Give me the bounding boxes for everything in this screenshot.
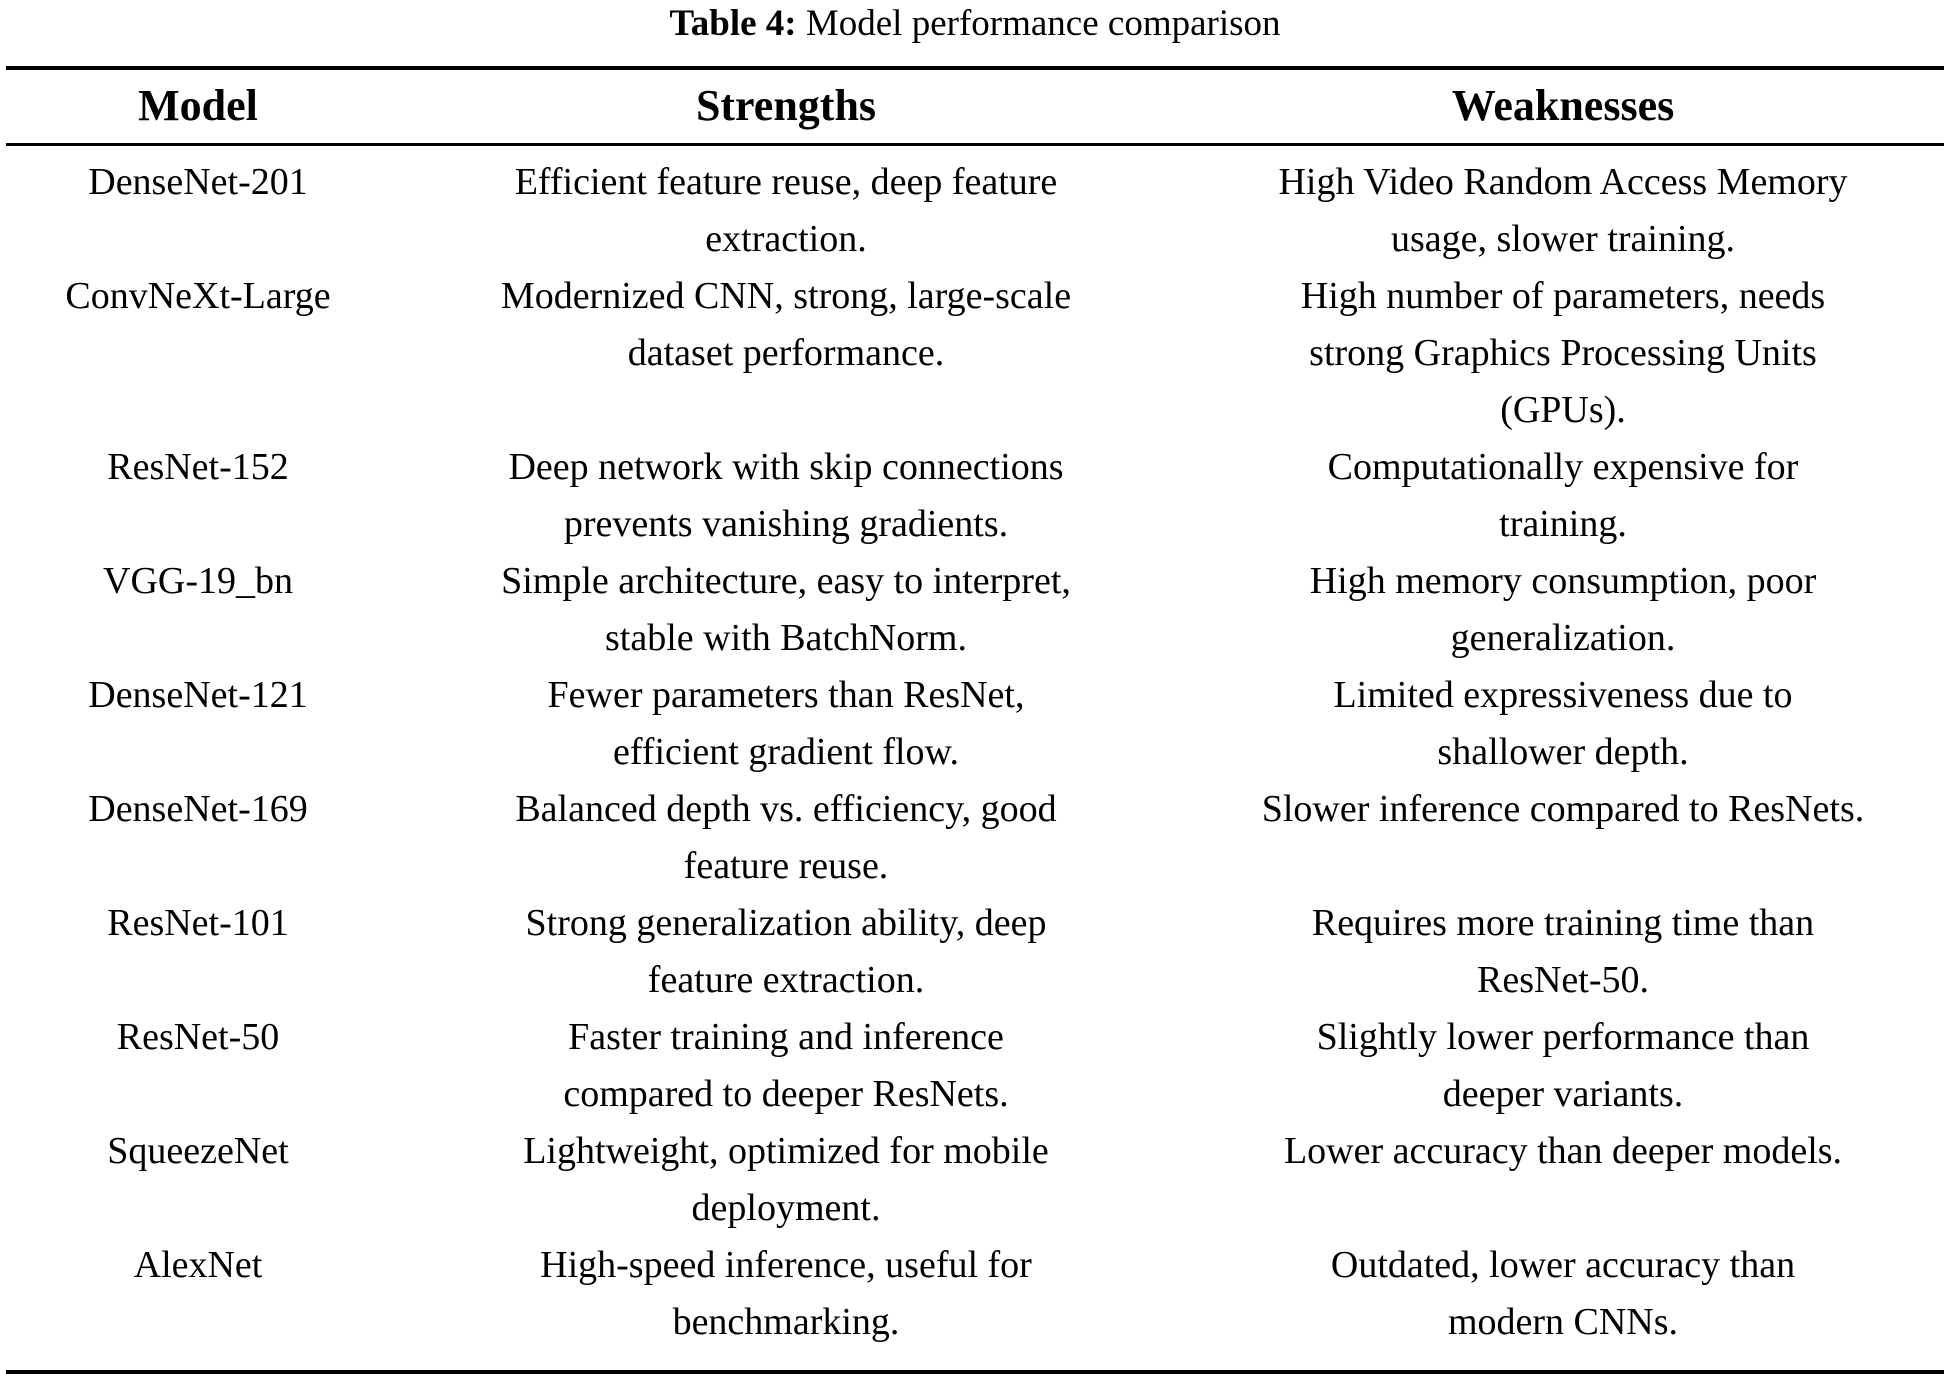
strengths-cell: Simple architecture, easy to interpret, …	[501, 560, 1071, 659]
weaknesses-cell: Computationally expensive for training.	[1327, 446, 1799, 545]
table-row: ConvNeXt-Large Modernized CNN, strong, l…	[6, 268, 1944, 439]
model-cell: ResNet-152	[107, 446, 289, 488]
strengths-cell: Deep network with skip connections preve…	[508, 446, 1064, 545]
model-comparison-table: Model Strengths Weaknesses DenseNet-201 …	[6, 66, 1944, 1374]
table-row: ResNet-50 Faster training and inference …	[6, 1009, 1944, 1123]
weaknesses-cell: Requires more training time than ResNet-…	[1311, 902, 1815, 1001]
table-row: DenseNet-121 Fewer parameters than ResNe…	[6, 667, 1944, 781]
model-cell: ResNet-50	[116, 1016, 280, 1058]
model-cell: ConvNeXt-Large	[65, 275, 331, 317]
table-row: ResNet-152 Deep network with skip connec…	[6, 439, 1944, 553]
weaknesses-cell: Limited expressiveness due to shallower …	[1333, 674, 1793, 773]
table-body: DenseNet-201 Efficient feature reuse, de…	[6, 145, 1944, 1373]
table-caption-label: Table 4:	[669, 3, 797, 44]
column-header-weaknesses: Weaknesses	[1451, 81, 1675, 130]
weaknesses-cell: Slightly lower performance than deeper v…	[1316, 1016, 1810, 1115]
strengths-cell: Strong generalization ability, deep feat…	[525, 902, 1047, 1001]
strengths-cell: Lightweight, optimized for mobile deploy…	[523, 1130, 1049, 1229]
column-header-model: Model	[138, 81, 258, 130]
table-row: VGG-19_bn Simple architecture, easy to i…	[6, 553, 1944, 667]
strengths-cell: Modernized CNN, strong, large-scale data…	[500, 275, 1072, 374]
weaknesses-cell: High memory consumption, poor generaliza…	[1309, 560, 1817, 659]
model-cell: VGG-19_bn	[103, 560, 293, 602]
model-cell: DenseNet-169	[88, 788, 308, 830]
model-cell: AlexNet	[133, 1244, 263, 1286]
weaknesses-cell: High Video Random Access Memory usage, s…	[1278, 161, 1848, 260]
table-row: ResNet-101 Strong generalization ability…	[6, 895, 1944, 1009]
table-row: DenseNet-169 Balanced depth vs. efficien…	[6, 781, 1944, 895]
weaknesses-cell: Outdated, lower accuracy than modern CNN…	[1330, 1244, 1796, 1343]
strengths-cell: Faster training and inference compared t…	[563, 1016, 1009, 1115]
strengths-cell: Efficient feature reuse, deep feature ex…	[514, 161, 1058, 260]
weaknesses-cell: High number of parameters, needs strong …	[1300, 275, 1826, 431]
model-cell: SqueezeNet	[107, 1130, 289, 1172]
table-header-row: Model Strengths Weaknesses	[6, 68, 1944, 145]
table-caption-text: Model performance comparison	[805, 3, 1281, 44]
model-cell: ResNet-101	[107, 902, 289, 944]
strengths-cell: High-speed inference, useful for benchma…	[540, 1244, 1032, 1343]
table-row: DenseNet-201 Efficient feature reuse, de…	[6, 145, 1944, 269]
weaknesses-cell: Slower inference compared to ResNets.	[1261, 788, 1865, 830]
table-row: AlexNet High-speed inference, useful for…	[6, 1237, 1944, 1372]
table-header: Model Strengths Weaknesses	[6, 68, 1944, 145]
strengths-cell: Balanced depth vs. efficiency, good feat…	[515, 788, 1057, 887]
table-caption: Table 4: Model performance comparison	[0, 2, 1950, 46]
strengths-cell: Fewer parameters than ResNet, efficient …	[547, 674, 1025, 773]
weaknesses-cell: Lower accuracy than deeper models.	[1283, 1130, 1843, 1172]
table-row: SqueezeNet Lightweight, optimized for mo…	[6, 1123, 1944, 1237]
model-cell: DenseNet-201	[88, 161, 308, 203]
model-cell: DenseNet-121	[88, 674, 308, 716]
column-header-strengths: Strengths	[695, 81, 877, 130]
